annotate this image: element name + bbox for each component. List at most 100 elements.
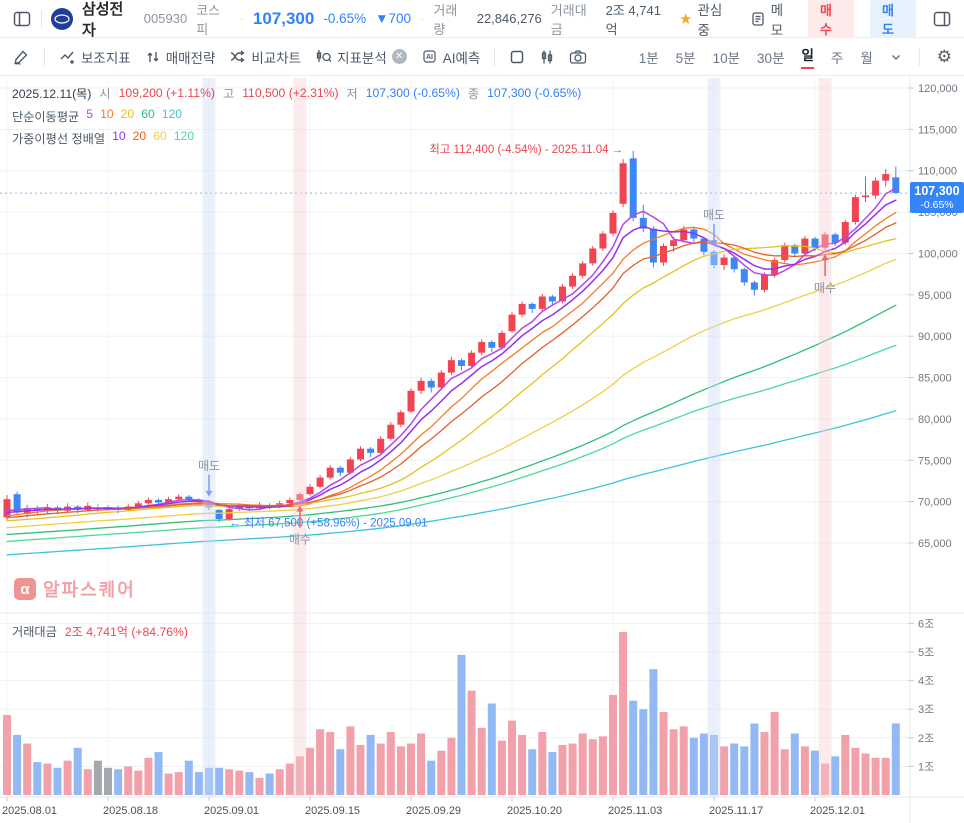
sma-legend[interactable]: 단순이동평균 5 10 20 60 120 [12,107,182,125]
divider [494,47,496,66]
date-axis-label: 2025.09.15 [305,805,360,817]
memo-icon [750,11,766,27]
candle [336,467,344,473]
stock-chart-canvas[interactable]: 120,000115,000110,000105,000100,00095,00… [0,76,964,823]
candle [367,448,375,453]
volume-bar [336,749,345,795]
timeframe-1분[interactable]: 1분 [638,50,659,66]
candle [296,494,304,500]
date-axis-label: 2025.08.18 [103,805,158,817]
candle [791,245,799,254]
memo-button[interactable]: 메모 [750,0,792,39]
candle [771,260,779,275]
volume-bar [558,744,567,795]
chart-style-icon[interactable] [539,49,555,65]
candle [286,499,294,504]
draw-tool-icon[interactable] [12,48,30,66]
candle [670,240,678,247]
volume-panel-value: 2조 4,741억 (+84.76%) [64,625,188,639]
candle [528,303,536,309]
volume-bar [760,732,769,795]
volume-axis-label: 2조 [918,733,934,745]
compare-chart-menu[interactable]: 비교차트 [229,47,301,67]
buy-arrowhead [821,254,829,261]
timeframe-5분[interactable]: 5분 [675,50,696,66]
candle [13,494,21,513]
volume-bar [780,749,789,795]
strategy-menu[interactable]: 매매전략 [145,47,215,67]
date-axis-label: 2025.12.01 [810,805,865,817]
volume-bar [366,734,375,795]
date-axis-label: 2025.10.20 [507,805,562,817]
price-axis-label: 110,000 [918,166,957,178]
volume-bar [265,773,274,795]
volume-bar [730,743,739,795]
chart-date: 2025.12.11(목) [12,87,92,101]
sma-legend-period-120: 120 [161,107,183,121]
candle [387,424,395,439]
stock-logo [50,7,73,30]
timeframe-월[interactable]: 월 [860,50,873,66]
sidebar-toggle-icon[interactable] [12,9,32,29]
volume-axis-label: 6조 [918,618,934,630]
watchlist-button[interactable]: ★ 관심 중 [679,2,723,38]
volume-bar [316,729,325,795]
volume-bar [659,712,668,795]
volume-bar [3,714,11,795]
price-axis-label: 120,000 [918,83,958,95]
buy-marker-label: 매수 [289,533,311,547]
timeframe-group: 1분 5분 10분 30분 일 주 월 [639,44,873,69]
buy-button[interactable]: 매수 [807,0,854,43]
candle [508,314,516,332]
analysis-close-icon[interactable]: ✕ [391,49,407,64]
candle [498,332,506,348]
price-axis-label: 70,000 [918,497,952,509]
volume-bar [83,769,92,795]
ohlc-info-row: 2025.12.11(목) 시 109,200 (+1.11%) 고 110,5… [12,86,582,101]
layout-select-icon[interactable] [509,49,525,65]
price-axis-label: 100,000 [918,248,958,260]
volume-bar [104,767,112,795]
indicators-menu[interactable]: 보조지표 [59,47,131,67]
sell-button[interactable]: 매도 [869,0,916,43]
wma-legend[interactable]: 가중이평선 정배열 10 20 60 120 [12,129,194,147]
price-axis-label: 90,000 [918,331,952,343]
timeframe-10분[interactable]: 10분 [712,50,741,66]
market-label: 코스피 [196,2,221,37]
candle [882,174,890,181]
timeframe-일[interactable]: 일 [801,44,814,69]
ai-predict-menu[interactable]: AI AI예측 [421,47,480,67]
volume-bar [295,756,304,795]
right-panel-toggle-icon[interactable] [932,9,952,29]
candle [569,275,577,287]
candle [185,496,193,500]
candle [730,257,738,270]
volume-bar [508,720,516,795]
volume-bar [487,703,496,795]
volume-bar [275,769,284,795]
chevron-down-icon[interactable] [890,51,902,63]
indicator-analysis-menu[interactable]: 지표분석 ✕ [315,47,407,67]
wma-legend-period-60: 60 [153,129,167,143]
volume-bar [790,733,799,795]
timeframe-주[interactable]: 주 [830,50,844,66]
volume-bar [437,750,446,795]
stock-code: 005930 [143,11,188,26]
volume-bar [831,756,840,795]
value-amount: 2조 4,741억 [605,2,661,37]
candle [579,263,587,276]
settings-gear-icon[interactable]: ⚙ [936,46,952,66]
volume-bar [124,766,133,795]
candle [619,163,627,204]
sell-marker-label: 매도 [198,459,220,473]
ma-line-wma60 [6,258,897,529]
camera-icon[interactable] [569,49,587,65]
candle [538,296,546,309]
volume-bar [619,631,628,795]
volume-bar [689,737,698,795]
timeframe-30분[interactable]: 30분 [757,50,785,66]
candle [155,499,162,503]
volume-bar [457,654,466,795]
candle [892,177,900,194]
candle [175,496,183,500]
